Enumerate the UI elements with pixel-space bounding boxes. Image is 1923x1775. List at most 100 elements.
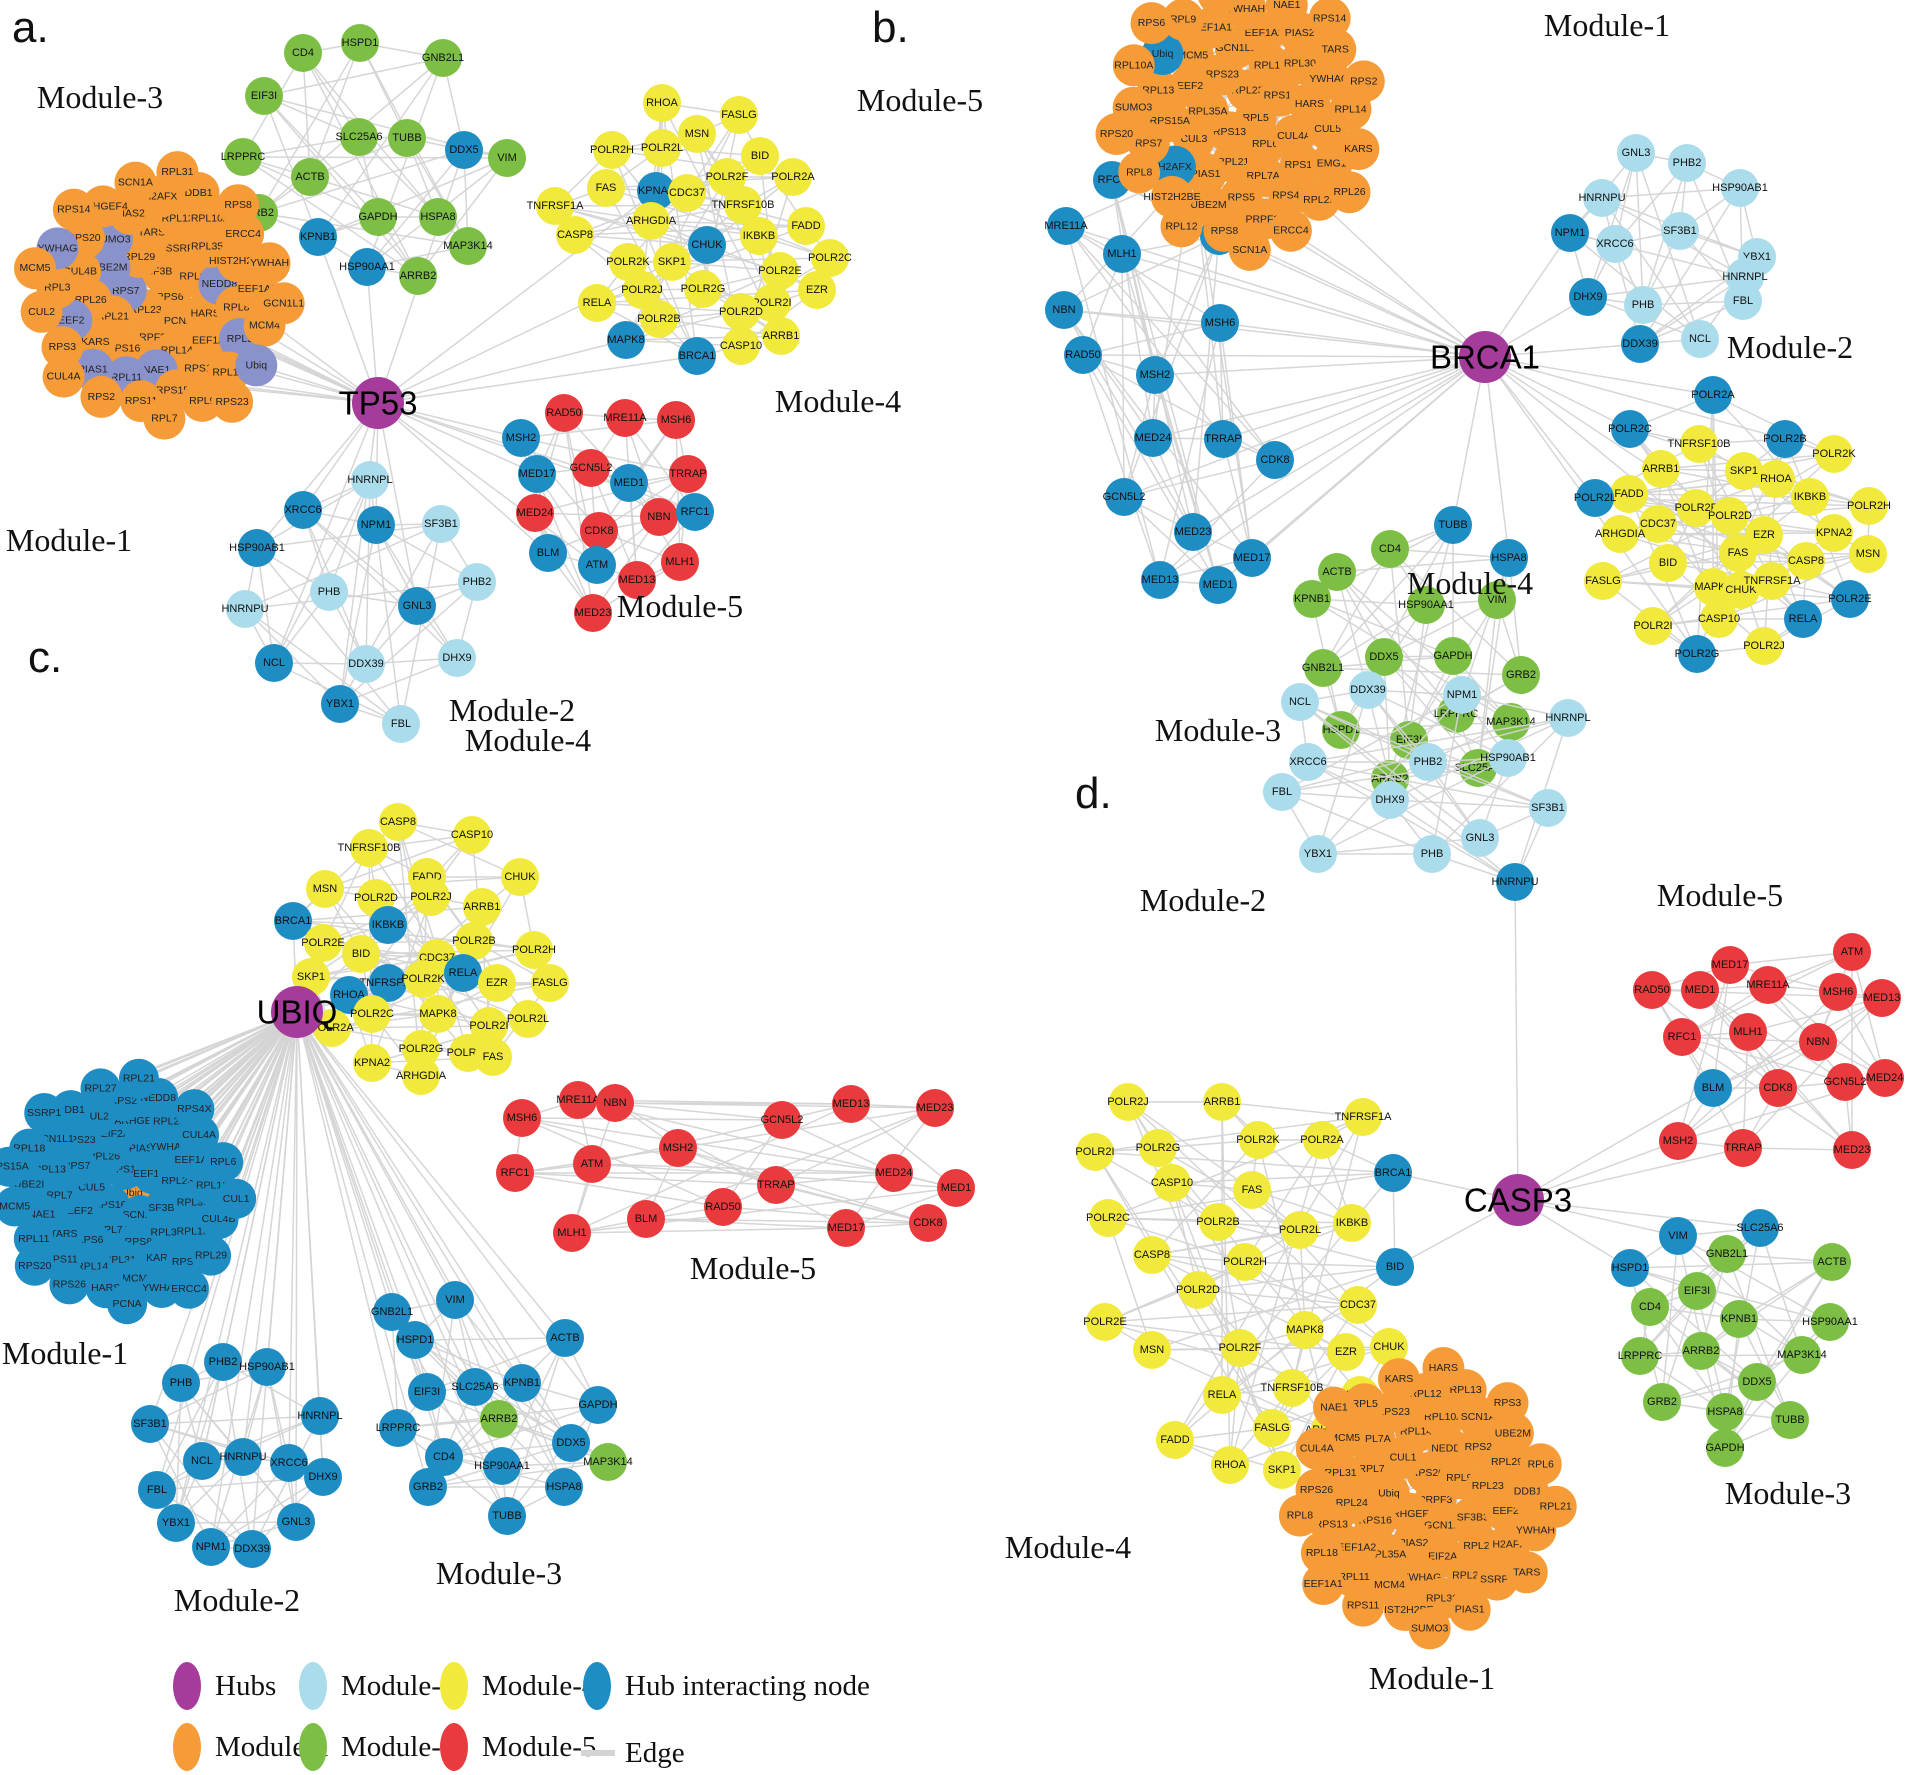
module-label-d-module-1: Module-1 xyxy=(1369,1660,1495,1696)
node-NPM1: NPM1 xyxy=(1443,676,1481,714)
node-RPL31: RPL31 xyxy=(156,151,199,194)
module-label-a-module-5: Module-5 xyxy=(617,588,743,624)
node-label: RPL11 xyxy=(1254,59,1285,71)
node-TNFRSF10B: TNFRSF10B xyxy=(712,186,774,224)
node-HARS: HARS xyxy=(1422,1347,1465,1389)
node-SF3B1: SF3B1 xyxy=(1529,789,1567,827)
node-label: ARHGDIA xyxy=(396,1070,447,1082)
node-label: POLR2K xyxy=(1236,1134,1280,1146)
node-POLR2D: POLR2D xyxy=(719,293,763,331)
node-ARRB2: ARRB2 xyxy=(399,257,437,295)
node-POLR2H: POLR2H xyxy=(1847,487,1891,525)
module-label-d-module-3: Module-3 xyxy=(1725,1475,1851,1511)
node-label: NAE1 xyxy=(1320,1402,1348,1414)
node-label: TRRAP xyxy=(1724,1142,1761,1154)
node-label: CUL4A xyxy=(1300,1443,1334,1455)
node-label: KPNB1 xyxy=(504,1377,540,1389)
node-label: ATM xyxy=(586,559,608,571)
node-HSPA8: HSPA8 xyxy=(1490,539,1528,577)
node-HSPA8: HSPA8 xyxy=(1706,1393,1744,1431)
node-label: ARRB2 xyxy=(400,270,437,282)
node-label: SF3B3 xyxy=(148,1202,180,1214)
node-ARRB2: ARRB2 xyxy=(1682,1332,1720,1370)
node-label: FADD xyxy=(791,220,820,232)
node-label: PHB xyxy=(170,1377,193,1389)
node-label: EMG1 xyxy=(1317,158,1347,170)
node-label: RPL23 xyxy=(1472,1480,1504,1492)
node-FADD: FADD xyxy=(1156,1421,1194,1459)
node-TRRAP: TRRAP xyxy=(669,455,707,493)
node-label: SKP1 xyxy=(297,971,325,983)
node-BID: BID xyxy=(1649,544,1687,582)
node-RPS15A: RPS15A xyxy=(0,1146,29,1187)
node-PHB2: PHB2 xyxy=(204,1343,242,1381)
node-label: TRRAP xyxy=(669,468,706,480)
node-POLR2I: POLR2I xyxy=(752,284,792,322)
hub-TP53: TP53 xyxy=(339,377,417,429)
node-label: SSRP1 xyxy=(1480,1574,1515,1586)
node-label: FAS xyxy=(596,182,617,194)
node-SF3B1: SF3B1 xyxy=(1661,212,1699,250)
node-RELA: RELA xyxy=(1784,600,1822,638)
module-label-b-module-1: Module-1 xyxy=(1544,7,1670,43)
node-label: MRE11A xyxy=(556,1094,600,1106)
node-label: DDX39 xyxy=(1350,684,1385,696)
node-label: XRCC6 xyxy=(1289,756,1326,768)
node-label: MSN xyxy=(313,883,338,895)
node-label: GNL3 xyxy=(282,1516,311,1528)
node-MSH6: MSH6 xyxy=(657,401,695,439)
node-label: XRCC6 xyxy=(1596,238,1633,250)
node-TRRAP: TRRAP xyxy=(1724,1129,1762,1167)
panel-letter-d: d. xyxy=(1075,769,1112,818)
node-label: Ubiq xyxy=(1378,1488,1400,1500)
node-label: ATM xyxy=(1841,946,1863,958)
node-label: RPS6 xyxy=(1138,17,1166,29)
node-POLR2H: POLR2H xyxy=(512,931,556,969)
node-label: SKP1 xyxy=(1268,1464,1296,1476)
node-MED17: MED17 xyxy=(827,1209,865,1247)
node-PCNA: PCNA xyxy=(107,1284,148,1325)
legend: HubsModule-1Module-2Module-3Module-4Modu… xyxy=(173,1662,870,1771)
node-DDX5: DDX5 xyxy=(1365,638,1403,676)
hub-label: UBIQ xyxy=(257,994,338,1031)
node-label: POLR2B xyxy=(452,935,495,947)
node-RPL6: RPL6 xyxy=(203,1142,244,1183)
node-POLR2F: POLR2F xyxy=(706,158,749,196)
node-label: RPL21 xyxy=(1540,1501,1572,1513)
module-label-c-module-4: Module-4 xyxy=(465,722,591,758)
node-label: FBL xyxy=(147,1484,167,1496)
node-label: RPS2 xyxy=(1350,75,1378,87)
panel-d: NCL DDX39 NPM1 HNRNPL XRCC6 PHB2 HSP90AB1 FBL DH… xyxy=(1005,671,1904,1696)
node-TARS: TARS xyxy=(1505,1551,1548,1594)
node-LRPPRC: LRPPRC xyxy=(221,138,265,176)
node-MED24: MED24 xyxy=(875,1154,913,1192)
node-CASP8: CASP8 xyxy=(556,216,594,254)
node-FADD: FADD xyxy=(1610,475,1648,513)
node-label: POLR2H xyxy=(590,144,634,156)
node-KPNB1: KPNB1 xyxy=(1293,580,1331,618)
node-ARRB1: ARRB1 xyxy=(463,888,501,926)
node-label: RFC1 xyxy=(501,1167,530,1179)
node-label: SUMO3 xyxy=(1115,102,1153,114)
node-CD4: CD4 xyxy=(284,34,322,72)
node-label: TNFRSF10B xyxy=(1668,438,1731,450)
node-POLR2D: POLR2D xyxy=(1176,1271,1220,1309)
node-MED13: MED13 xyxy=(618,561,656,599)
node-IKBKB: IKBKB xyxy=(740,217,778,255)
node-label: MLH1 xyxy=(1733,1026,1762,1038)
node-label: TNFRSF1A xyxy=(1744,575,1802,587)
node-EZR: EZR xyxy=(1327,1333,1365,1371)
node-POLR2B: POLR2B xyxy=(637,300,681,338)
node-label: RPL23 xyxy=(1231,84,1263,96)
node-FAS: FAS xyxy=(1233,1171,1271,1209)
node-label: ERCC4 xyxy=(225,228,261,240)
node-label: SCN1A xyxy=(118,177,153,189)
node-POLR2J: POLR2J xyxy=(410,878,452,916)
node-label: RPS8 xyxy=(1211,225,1239,237)
node-RPL27: RPL27 xyxy=(80,1068,121,1109)
node-PHB: PHB xyxy=(310,573,348,611)
node-MAP3K14: MAP3K14 xyxy=(583,1443,633,1481)
node-HSPD1: HSPD1 xyxy=(1611,1249,1649,1287)
node-label: ARRB2 xyxy=(481,1413,518,1425)
node-MED23: MED23 xyxy=(1174,513,1212,551)
